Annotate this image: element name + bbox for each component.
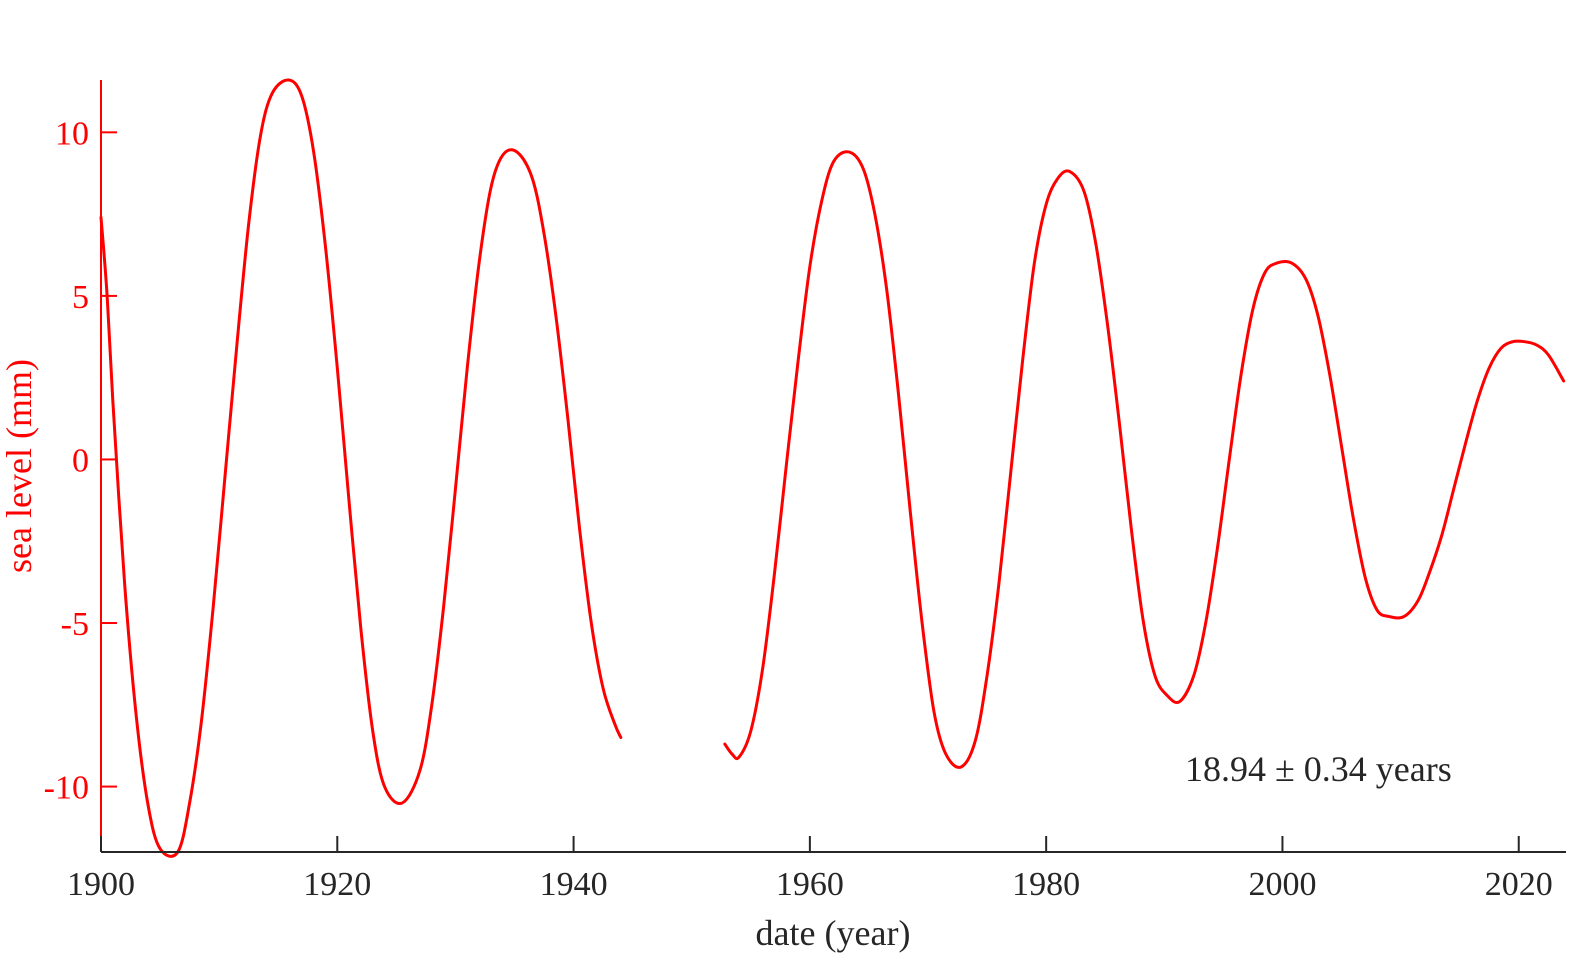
period-annotation: 18.94 ± 0.34 years — [1185, 749, 1452, 789]
x-axis-title: date (year) — [756, 913, 911, 953]
x-tick-label-1940: 1940 — [540, 866, 608, 903]
y-ticks: -10 -5 0 5 10 — [44, 115, 117, 807]
series-line-segment-2 — [723, 150, 1566, 769]
series-layer — [99, 78, 1566, 858]
x-tick-label-2000: 2000 — [1248, 866, 1316, 903]
y-tick-label--10: -10 — [44, 770, 89, 807]
y-tick-label--5: -5 — [61, 606, 89, 643]
axes-layer — [100, 80, 1566, 853]
y-tick-label-10: 10 — [55, 115, 89, 152]
x-tick-label-1920: 1920 — [303, 866, 371, 903]
x-tick-label-2020: 2020 — [1485, 866, 1553, 903]
y-tick-label-0: 0 — [72, 442, 89, 479]
x-ticks: 1900 1920 1940 1960 1980 2000 2020 — [67, 836, 1553, 903]
y-tick-label-5: 5 — [72, 279, 89, 316]
x-tick-label-1900: 1900 — [67, 866, 135, 903]
x-tick-label-1980: 1980 — [1012, 866, 1080, 903]
x-tick-label-1960: 1960 — [776, 866, 844, 903]
series-line-segment-1 — [99, 78, 623, 858]
y-axis-title: sea level (mm) — [0, 359, 39, 573]
